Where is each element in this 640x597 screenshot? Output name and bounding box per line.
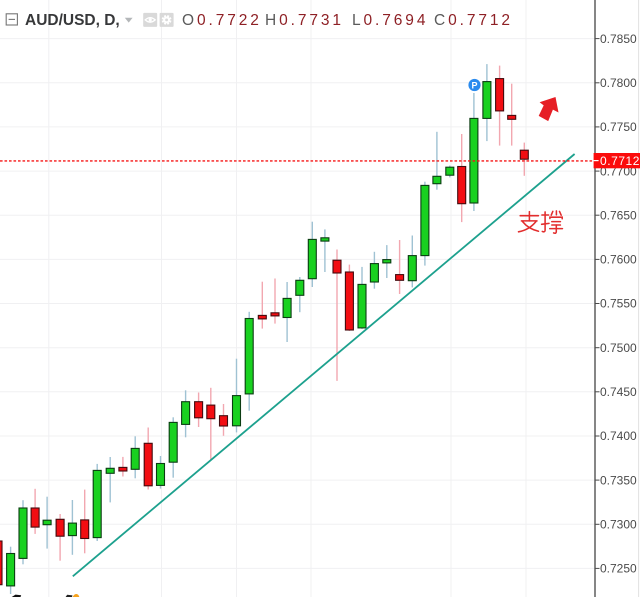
svg-text:0.7712: 0.7712 — [600, 154, 640, 168]
svg-text:L0.7694: L0.7694 — [352, 12, 428, 29]
svg-text:0.7450: 0.7450 — [600, 385, 637, 399]
svg-text:P: P — [471, 81, 477, 91]
svg-text:0.7550: 0.7550 — [600, 297, 637, 311]
svg-text:0.7850: 0.7850 — [600, 32, 637, 46]
svg-text:0.7350: 0.7350 — [600, 473, 637, 487]
svg-text:C0.7712: C0.7712 — [434, 12, 513, 29]
svg-text:H0.7731: H0.7731 — [265, 12, 344, 29]
svg-text:0.7500: 0.7500 — [600, 341, 637, 355]
svg-text:0.7800: 0.7800 — [600, 76, 637, 90]
svg-text:O0.7722: O0.7722 — [182, 12, 262, 29]
svg-text:0.7600: 0.7600 — [600, 253, 637, 267]
svg-text:AUD/USD, D,: AUD/USD, D, — [25, 12, 120, 29]
svg-text:0.7650: 0.7650 — [600, 208, 637, 222]
svg-text:0.7750: 0.7750 — [600, 120, 637, 134]
svg-text:0.7300: 0.7300 — [600, 518, 637, 532]
svg-text:0.7400: 0.7400 — [600, 429, 637, 443]
svg-text:0.7250: 0.7250 — [600, 562, 637, 576]
